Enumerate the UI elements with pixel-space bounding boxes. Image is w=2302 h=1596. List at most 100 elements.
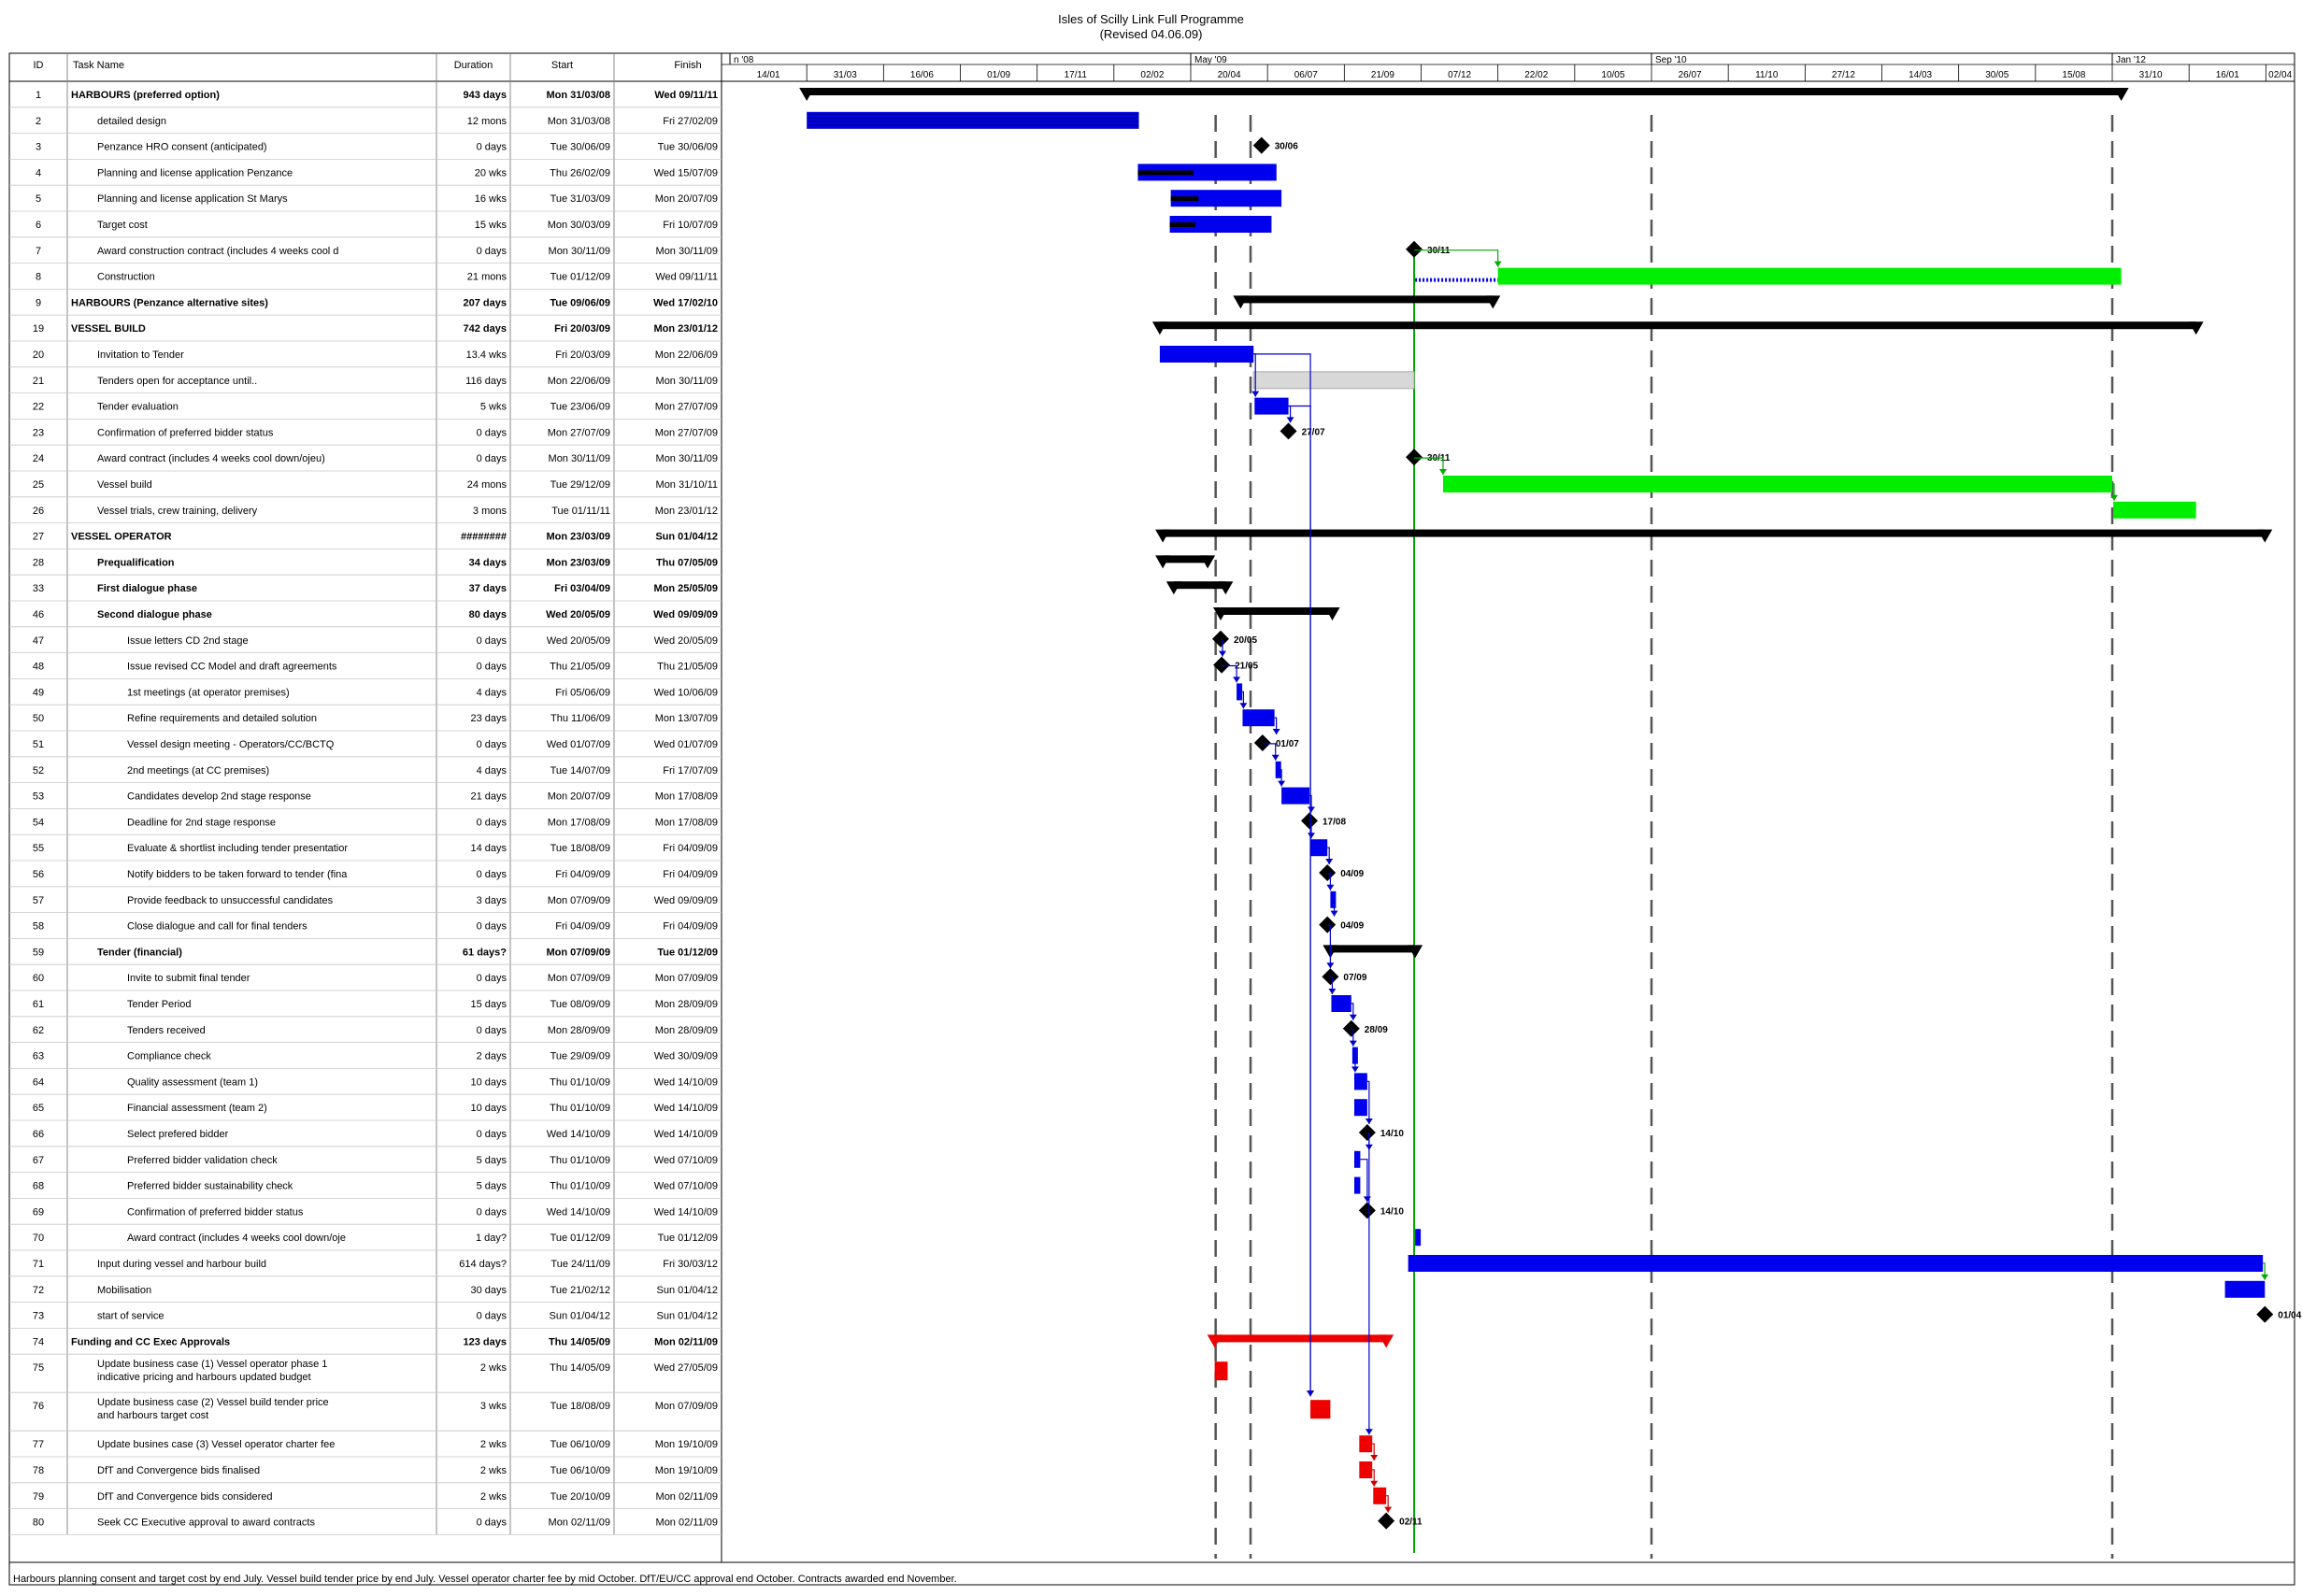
task-duration: 0 days bbox=[477, 1206, 508, 1218]
task-finish: Mon 28/09/09 bbox=[655, 1025, 718, 1036]
milestone-diamond bbox=[1319, 864, 1336, 881]
task-duration: 0 days bbox=[477, 453, 508, 464]
task-start: Thu 14/05/09 bbox=[550, 1362, 610, 1374]
task-finish: Mon 23/01/12 bbox=[654, 323, 718, 335]
milestone-label: 27/07 bbox=[1302, 427, 1325, 437]
dependency-link bbox=[1253, 354, 1310, 1396]
summary-bar bbox=[1174, 581, 1225, 589]
task-start: Wed 20/05/09 bbox=[546, 609, 610, 620]
task-duration: 1 day? bbox=[476, 1233, 507, 1244]
column-header-finish: Finish bbox=[674, 60, 701, 71]
task-name: Prequalification bbox=[97, 557, 175, 568]
task-finish: Sun 01/04/12 bbox=[657, 1311, 718, 1322]
milestone-diamond bbox=[1253, 137, 1270, 154]
task-start: Wed 14/10/09 bbox=[547, 1206, 610, 1218]
task-start: Tue 06/10/09 bbox=[550, 1439, 610, 1450]
task-duration: 0 days bbox=[477, 635, 508, 647]
task-start: Tue 20/10/09 bbox=[550, 1491, 610, 1503]
task-name: Planning and license application St Mary… bbox=[97, 193, 288, 205]
task-duration: 2 wks bbox=[480, 1491, 508, 1503]
task-name: Provide feedback to unsuccessful candida… bbox=[127, 895, 334, 906]
task-name: Candidates develop 2nd stage response bbox=[127, 791, 311, 803]
task-finish: Sun 01/04/12 bbox=[655, 532, 718, 543]
task-start: Wed 01/07/09 bbox=[547, 739, 610, 750]
task-id: 49 bbox=[33, 687, 44, 698]
dependency-arrow bbox=[1287, 417, 1294, 422]
task-id: 6 bbox=[36, 220, 41, 231]
task-duration: 2 wks bbox=[480, 1439, 508, 1450]
task-id: 46 bbox=[33, 609, 44, 620]
dependency-arrow bbox=[1350, 1015, 1357, 1020]
task-start: Mon 07/09/09 bbox=[548, 973, 610, 984]
task-start: Thu 01/10/09 bbox=[550, 1155, 610, 1166]
task-start: Tue 06/10/09 bbox=[550, 1465, 610, 1476]
task-duration: 3 days bbox=[477, 895, 508, 906]
task-duration: 12 mons bbox=[467, 116, 508, 127]
task-id: 50 bbox=[33, 713, 44, 724]
task-name: Award contract (includes 4 weeks cool do… bbox=[127, 1233, 346, 1244]
task-duration: 0 days bbox=[477, 869, 508, 880]
task-start: Tue 18/08/09 bbox=[550, 1401, 610, 1412]
task-start: Tue 08/09/09 bbox=[550, 999, 610, 1010]
task-id: 58 bbox=[33, 921, 44, 933]
task-name: Compliance check bbox=[127, 1051, 211, 1062]
task-finish: Wed 01/07/09 bbox=[654, 739, 718, 750]
column-header-id: ID bbox=[34, 60, 44, 71]
task-id: 74 bbox=[33, 1336, 44, 1347]
task-finish: Mon 22/06/09 bbox=[655, 349, 718, 361]
task-name: Tender Period bbox=[127, 999, 192, 1010]
task-duration: 23 days bbox=[470, 713, 507, 724]
task-start: Thu 14/05/09 bbox=[549, 1336, 610, 1347]
task-id: 80 bbox=[33, 1518, 44, 1529]
task-name: start of service bbox=[97, 1311, 164, 1322]
task-id: 52 bbox=[33, 765, 44, 777]
column-header-duration: Duration bbox=[454, 60, 493, 71]
task-finish: Fri 10/07/09 bbox=[663, 220, 718, 231]
task-id: 53 bbox=[33, 791, 44, 803]
task-start: Mon 07/09/09 bbox=[547, 947, 610, 958]
task-name: Confirmation of preferred bidder status bbox=[127, 1206, 304, 1218]
task-bar bbox=[1254, 398, 1288, 415]
milestone-label: 20/05 bbox=[1234, 635, 1257, 646]
task-finish: Wed 09/11/11 bbox=[655, 272, 718, 283]
task-name: HARBOURS (preferred option) bbox=[71, 90, 220, 101]
task-id: 23 bbox=[33, 427, 44, 438]
task-finish: Mon 27/07/09 bbox=[655, 402, 718, 413]
task-finish: Fri 04/09/09 bbox=[663, 921, 718, 933]
task-finish: Mon 07/09/09 bbox=[655, 1401, 718, 1412]
dependency-arrow bbox=[1326, 885, 1334, 891]
task-finish: Wed 07/10/09 bbox=[654, 1155, 718, 1166]
task-duration: 5 days bbox=[477, 1181, 508, 1192]
task-bar bbox=[1359, 1461, 1372, 1478]
task-id: 72 bbox=[33, 1285, 44, 1296]
dependency-arrow bbox=[1494, 262, 1502, 267]
task-id: 20 bbox=[33, 349, 44, 361]
task-name: Second dialogue phase bbox=[97, 609, 212, 620]
task-duration: 37 days bbox=[469, 583, 507, 594]
task-duration: 5 wks bbox=[480, 402, 508, 413]
dependency-arrow bbox=[1370, 1481, 1378, 1487]
task-name: Deadline for 2nd stage response bbox=[127, 817, 276, 828]
timescale-minor-label: 10/05 bbox=[1601, 70, 1624, 80]
task-id: 69 bbox=[33, 1206, 44, 1218]
task-id: 66 bbox=[33, 1129, 44, 1140]
task-id: 28 bbox=[33, 557, 44, 568]
task-id: 60 bbox=[33, 973, 44, 984]
task-duration: 0 days bbox=[477, 662, 508, 673]
task-start: Wed 20/05/09 bbox=[547, 635, 610, 647]
task-finish: Mon 13/07/09 bbox=[655, 713, 718, 724]
timescale-minor-label: 21/09 bbox=[1371, 70, 1394, 80]
task-name: Evaluate & shortlist including tender pr… bbox=[127, 843, 348, 854]
task-bar bbox=[1310, 1400, 1330, 1418]
task-name: Notify bidders to be taken forward to te… bbox=[127, 869, 348, 880]
task-start: Tue 31/03/09 bbox=[550, 193, 610, 205]
task-duration: 21 days bbox=[470, 791, 507, 803]
milestone-diamond bbox=[1319, 917, 1336, 933]
task-name: Penzance HRO consent (anticipated) bbox=[97, 142, 267, 153]
task-start: Tue 29/09/09 bbox=[550, 1051, 610, 1062]
task-start: Thu 01/10/09 bbox=[550, 1181, 610, 1192]
task-bar bbox=[1354, 1177, 1360, 1194]
task-id: 2 bbox=[36, 116, 41, 127]
task-bar bbox=[1253, 372, 1414, 389]
